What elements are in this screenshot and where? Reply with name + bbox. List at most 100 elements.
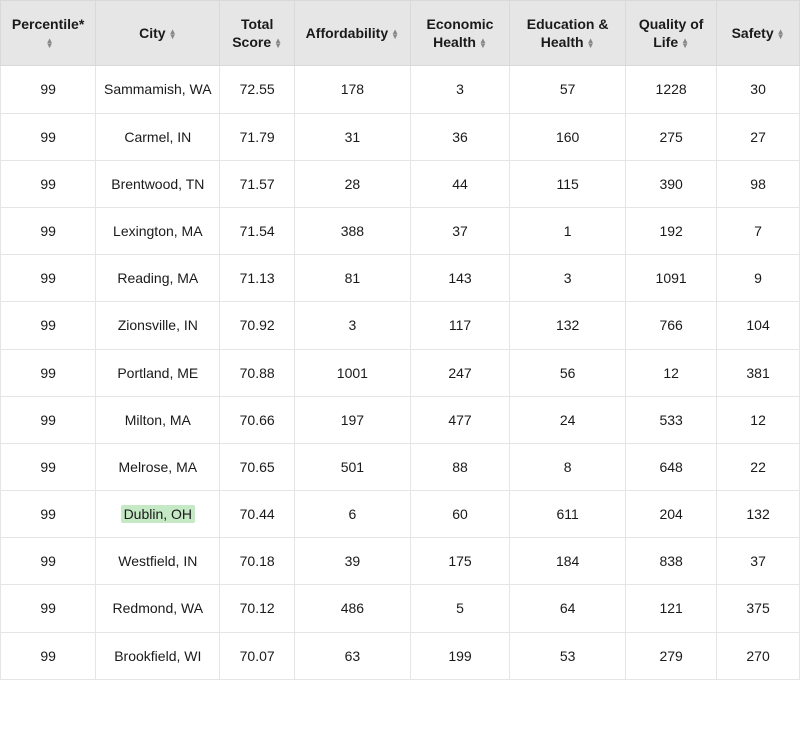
cell-value: 9 — [754, 270, 762, 286]
cell-value: 70.07 — [240, 648, 275, 664]
cell-value: 3 — [348, 317, 356, 333]
cell-value: 71.79 — [240, 129, 275, 145]
cell-value: 99 — [40, 81, 56, 97]
header-row: Percentile*CityTotal Score Affordability E… — [1, 1, 800, 66]
cell-percentile: 99 — [1, 255, 96, 302]
col-header[interactable]: Affordability — [294, 1, 410, 66]
cell-education_health: 115 — [510, 160, 626, 207]
col-header[interactable]: Education & Health — [510, 1, 626, 66]
cell-affordability: 3 — [294, 302, 410, 349]
cell-percentile: 99 — [1, 443, 96, 490]
cell-economic_health: 143 — [410, 255, 509, 302]
col-label: Quality of Life — [639, 16, 704, 50]
cell-safety: 375 — [717, 585, 800, 632]
cell-value: 132 — [746, 506, 769, 522]
cell-value: Milton, MA — [125, 412, 191, 428]
cell-quality_of_life: 766 — [626, 302, 717, 349]
cell-city: Sammamish, WA — [96, 66, 220, 113]
col-header[interactable]: Percentile* — [1, 1, 96, 66]
col-label: Affordability — [306, 25, 388, 41]
cell-safety: 98 — [717, 160, 800, 207]
col-header[interactable]: Quality of Life — [626, 1, 717, 66]
cell-value: 99 — [40, 600, 56, 616]
cell-value: 12 — [663, 365, 679, 381]
cell-value: 5 — [456, 600, 464, 616]
cell-percentile: 99 — [1, 396, 96, 443]
cell-value: 270 — [746, 648, 769, 664]
cell-total_score: 71.13 — [220, 255, 295, 302]
cell-education_health: 160 — [510, 113, 626, 160]
cell-value: 60 — [452, 506, 468, 522]
table-row: 99Dublin, OH70.44660611204132 — [1, 491, 800, 538]
cell-value: 31 — [345, 129, 361, 145]
cell-value: 98 — [750, 176, 766, 192]
cell-quality_of_life: 838 — [626, 538, 717, 585]
cell-value: 1 — [564, 223, 572, 239]
cell-affordability: 39 — [294, 538, 410, 585]
cell-percentile: 99 — [1, 538, 96, 585]
cell-total_score: 71.79 — [220, 113, 295, 160]
cell-total_score: 70.92 — [220, 302, 295, 349]
table-head: Percentile*CityTotal Score Affordability E… — [1, 1, 800, 66]
table-row: 99Zionsville, IN70.923117132766104 — [1, 302, 800, 349]
cell-value: Portland, ME — [117, 365, 198, 381]
cell-value: 477 — [448, 412, 471, 428]
cell-value: 99 — [40, 129, 56, 145]
cell-quality_of_life: 12 — [626, 349, 717, 396]
cell-percentile: 99 — [1, 113, 96, 160]
cell-value: 37 — [750, 553, 766, 569]
cell-value: 64 — [560, 600, 576, 616]
cell-value: 1001 — [337, 365, 368, 381]
cell-value: 1228 — [656, 81, 687, 97]
cell-total_score: 70.18 — [220, 538, 295, 585]
cell-quality_of_life: 279 — [626, 632, 717, 679]
cell-economic_health: 5 — [410, 585, 509, 632]
cell-affordability: 63 — [294, 632, 410, 679]
cell-value: 7 — [754, 223, 762, 239]
cell-value: 247 — [448, 365, 471, 381]
cell-safety: 381 — [717, 349, 800, 396]
cell-economic_health: 37 — [410, 207, 509, 254]
cell-value: Melrose, MA — [119, 459, 198, 475]
cell-value: Westfield, IN — [118, 553, 197, 569]
col-label: Education & Health — [527, 16, 609, 50]
col-header[interactable]: City — [96, 1, 220, 66]
cell-economic_health: 175 — [410, 538, 509, 585]
cell-education_health: 24 — [510, 396, 626, 443]
cell-value: 99 — [40, 648, 56, 664]
cell-value: 99 — [40, 506, 56, 522]
sort-icon — [587, 38, 595, 49]
cell-affordability: 28 — [294, 160, 410, 207]
cell-quality_of_life: 275 — [626, 113, 717, 160]
cell-education_health: 57 — [510, 66, 626, 113]
cell-total_score: 70.66 — [220, 396, 295, 443]
col-header[interactable]: Safety — [717, 1, 800, 66]
cell-city: Zionsville, IN — [96, 302, 220, 349]
cell-value: 36 — [452, 129, 468, 145]
cell-value: 70.44 — [240, 506, 275, 522]
cell-affordability: 197 — [294, 396, 410, 443]
cell-value: 88 — [452, 459, 468, 475]
col-header[interactable]: Total Score — [220, 1, 295, 66]
table-row: 99Portland, ME70.8810012475612381 — [1, 349, 800, 396]
cell-safety: 27 — [717, 113, 800, 160]
cell-value: 99 — [40, 412, 56, 428]
cell-value: 99 — [40, 223, 56, 239]
cell-safety: 12 — [717, 396, 800, 443]
cell-value: 56 — [560, 365, 576, 381]
cell-city: Portland, ME — [96, 349, 220, 396]
col-header[interactable]: Economic Health — [410, 1, 509, 66]
cell-total_score: 70.07 — [220, 632, 295, 679]
cell-value: 72.55 — [240, 81, 275, 97]
cell-value: 63 — [345, 648, 361, 664]
cell-value: 22 — [750, 459, 766, 475]
cell-city: Reading, MA — [96, 255, 220, 302]
cell-value: 838 — [659, 553, 682, 569]
cell-total_score: 72.55 — [220, 66, 295, 113]
cell-value: 197 — [341, 412, 364, 428]
cell-value: Carmel, IN — [124, 129, 191, 145]
cell-value: 37 — [452, 223, 468, 239]
cell-value: 160 — [556, 129, 579, 145]
sort-icon — [169, 29, 177, 40]
cell-value: 611 — [556, 506, 578, 522]
